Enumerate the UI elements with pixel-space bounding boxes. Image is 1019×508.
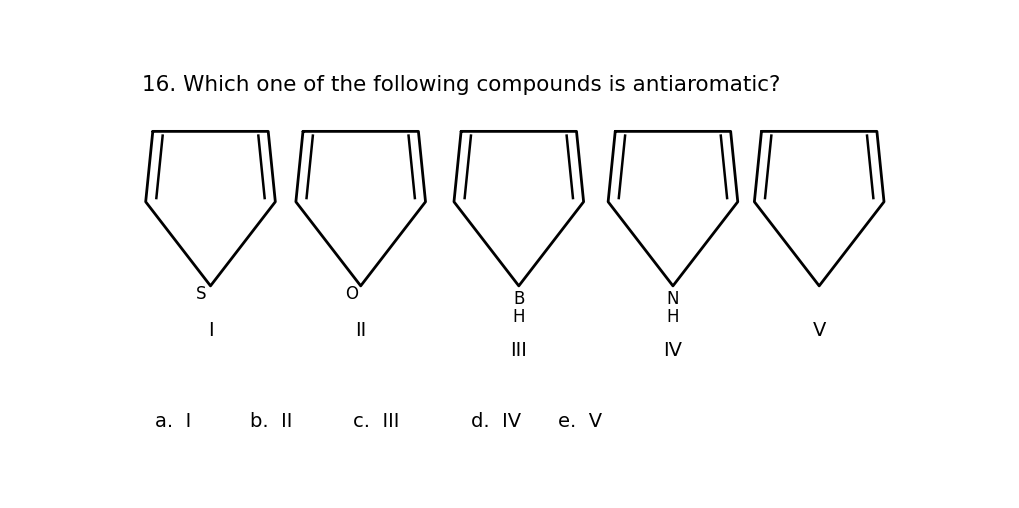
Text: d.  IV: d. IV [471,411,521,431]
Text: S: S [196,284,206,303]
Text: V: V [812,321,825,340]
Text: IV: IV [662,341,682,360]
Text: e.  V: e. V [557,411,602,431]
Text: III: III [510,341,527,360]
Text: a.  I: a. I [155,411,192,431]
Text: 16. Which one of the following compounds is antiaromatic?: 16. Which one of the following compounds… [142,75,780,94]
Text: O: O [345,284,358,303]
Text: N
H: N H [666,290,679,326]
Text: c.  III: c. III [353,411,398,431]
Text: II: II [355,321,366,340]
Text: b.  II: b. II [250,411,292,431]
Text: B
H: B H [512,290,525,326]
Text: I: I [208,321,213,340]
